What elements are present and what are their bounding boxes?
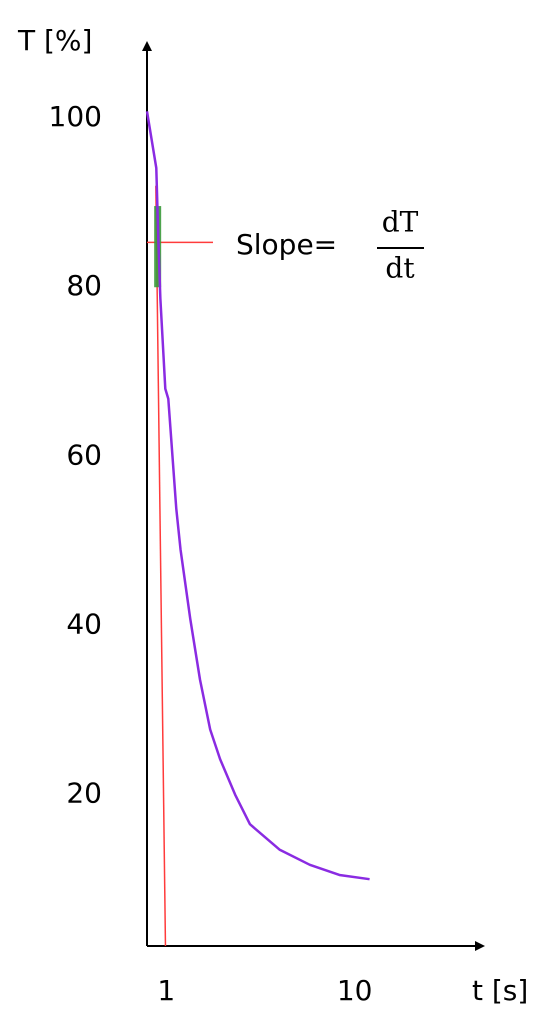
y-tick-label: 100 [49,100,102,133]
y-tick-label: 60 [66,438,102,471]
y-axis-label: T [%] [17,24,92,57]
annotation-numerator: dT [382,206,419,239]
y-tick-label: 40 [66,607,102,640]
data-line [145,111,370,881]
x-tick-label: 10 [337,974,373,1007]
y-tick-label: 80 [66,269,102,302]
annotation-denominator: dt [385,252,415,285]
x-tick-label: 1 [157,974,175,1007]
y-tick-label: 20 [66,777,102,810]
annotation-text: Slope= [236,228,337,261]
x-axis-label: t [s] [472,974,528,1007]
tangent-line [155,185,167,947]
